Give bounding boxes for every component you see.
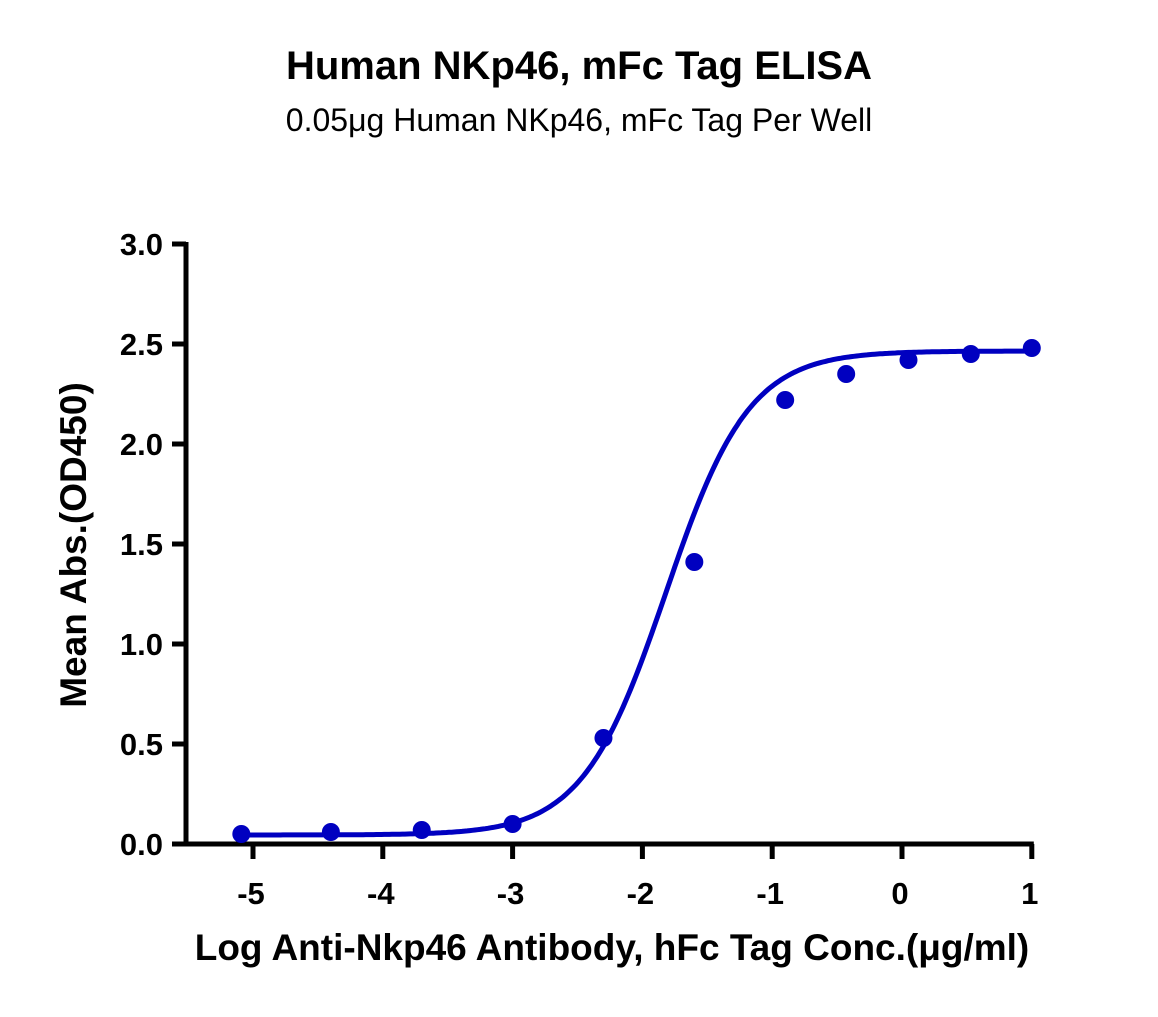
x-axis-ticks: -5 -4 -3 -2 -1 0 1 — [237, 844, 1038, 911]
data-point — [412, 821, 431, 839]
x-tick-label: -3 — [497, 876, 525, 911]
data-point — [837, 365, 856, 383]
x-tick-label: 0 — [891, 876, 908, 911]
chart-title: Human NKp46, mFc Tag ELISA — [285, 44, 872, 88]
x-tick-label: -4 — [367, 876, 395, 911]
data-point — [321, 823, 340, 841]
y-tick-label: 2.5 — [120, 327, 163, 362]
data-point — [1022, 339, 1041, 357]
chart-subtitle: 0.05μg Human NKp46, mFc Tag Per Well — [285, 102, 873, 138]
x-tick-label: -1 — [756, 876, 784, 911]
x-tick-label: 1 — [1021, 876, 1038, 911]
x-axis-label: Log Anti-Nkp46 Antibody, hFc Tag Conc.(μ… — [195, 927, 1030, 968]
data-point — [685, 553, 704, 571]
data-point — [594, 729, 613, 747]
data-point — [503, 815, 522, 833]
y-tick-label: 1.5 — [120, 527, 163, 562]
axes — [183, 242, 1034, 847]
y-axis-ticks: 0.0 0.5 1.0 1.5 2.0 2.5 3.0 — [120, 227, 186, 862]
y-tick-label: 2.0 — [120, 427, 163, 462]
data-point — [232, 825, 251, 843]
data-point — [899, 351, 918, 369]
data-points — [232, 339, 1041, 843]
y-axis-label: Mean Abs.(OD450) — [53, 382, 94, 708]
data-point — [776, 391, 795, 409]
y-tick-label: 0.0 — [120, 827, 163, 862]
fit-curve — [241, 348, 1031, 838]
x-tick-label: -5 — [237, 876, 265, 911]
x-tick-label: -2 — [627, 876, 655, 911]
y-tick-label: 1.0 — [120, 627, 163, 662]
data-point — [961, 345, 980, 363]
y-tick-label: 0.5 — [120, 727, 163, 762]
y-tick-label: 3.0 — [120, 227, 163, 262]
